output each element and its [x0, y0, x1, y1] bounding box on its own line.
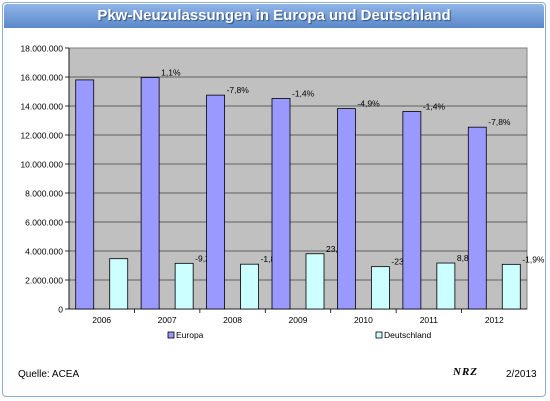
- data-label: -1,4%: [292, 88, 315, 98]
- date-label: 2/2013: [506, 369, 537, 380]
- x-tick-label: 2011: [420, 315, 439, 325]
- y-tick-label: 12.000.000: [20, 131, 63, 141]
- legend-label-deutschland: Deutschland: [384, 330, 432, 340]
- x-tick-label: 2006: [92, 315, 111, 325]
- x-tick-label: 2009: [289, 315, 308, 325]
- bar-deutschland-2008: [240, 263, 259, 310]
- x-tick-label: 2012: [485, 315, 504, 325]
- x-tick-label: 2008: [223, 315, 242, 325]
- y-tick-label: 4.000.000: [25, 247, 63, 257]
- bar-europa-2012: [467, 126, 487, 310]
- bar-deutschland-2011: [436, 262, 456, 310]
- bar-deutschland-2010: [371, 266, 390, 310]
- legend-swatch-europa: [167, 331, 175, 339]
- data-label: -1,9%: [522, 254, 545, 264]
- legend-label-europa: Europa: [176, 330, 204, 340]
- bar-europa-2010: [337, 108, 356, 310]
- bar-europa-2011: [402, 111, 422, 310]
- data-label: -4,9%: [357, 99, 380, 109]
- bar-europa-2006: [75, 79, 95, 310]
- bar-deutschland-2007: [174, 262, 194, 310]
- plot-area: [68, 47, 528, 310]
- data-label: -1,4%: [423, 102, 446, 112]
- bar-europa-2008: [206, 94, 225, 310]
- legend-swatch-deutschland: [375, 331, 383, 339]
- publisher-logo: NRZ: [453, 366, 478, 378]
- chart-title: Pkw-Neuzulassungen in Europa und Deutsch…: [97, 7, 451, 24]
- title-bar: Pkw-Neuzulassungen in Europa und Deutsch…: [4, 4, 544, 28]
- source-note: Quelle: ACEA: [18, 369, 80, 380]
- y-tick-label: 8.000.000: [25, 189, 63, 199]
- y-tick-label: 6.000.000: [25, 218, 63, 228]
- data-label: -7,8%: [488, 117, 511, 127]
- y-tick-label: 2.000.000: [25, 276, 63, 286]
- bar-deutschland-2009: [305, 253, 325, 310]
- x-tick-label: 2010: [354, 315, 373, 325]
- y-tick-label: 10.000.000: [20, 160, 63, 170]
- bar-deutschland-2006: [109, 258, 129, 310]
- data-label: -7,8%: [227, 85, 250, 95]
- bar-europa-2007: [140, 77, 160, 310]
- data-label: 1,1%: [161, 67, 181, 77]
- y-tick-label: 16.000.000: [20, 73, 63, 83]
- y-tick-label: 14.000.000: [20, 102, 63, 112]
- y-tick-label: 18.000.000: [20, 44, 63, 54]
- bar-deutschland-2012: [501, 263, 521, 310]
- data-label: 8,8%: [457, 253, 477, 263]
- x-tick-label: 2007: [158, 315, 177, 325]
- bar-europa-2009: [271, 98, 291, 310]
- y-tick-label: 0: [58, 305, 63, 315]
